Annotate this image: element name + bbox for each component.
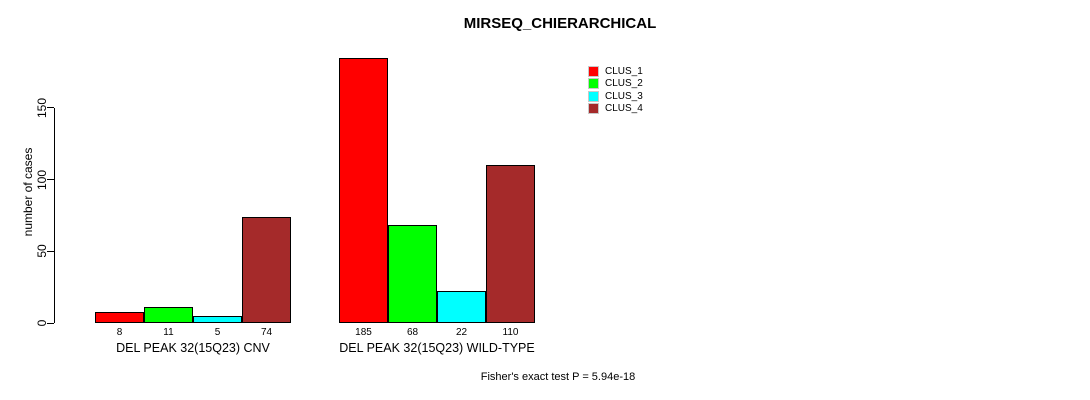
y-tick-label: 100	[35, 169, 49, 190]
legend-swatch-icon	[588, 90, 599, 102]
legend-label: CLUS_1	[605, 66, 643, 77]
bar-value-label: 110	[502, 327, 519, 338]
bar-clus_2-group2	[388, 225, 437, 323]
legend-swatch-icon	[588, 78, 599, 90]
y-axis-line	[54, 108, 55, 323]
bar-clus_1-group2	[339, 58, 388, 323]
bar-value-label: 22	[455, 327, 468, 338]
bar-clus_1-group1	[95, 312, 144, 323]
bar-value-label: 68	[406, 327, 419, 338]
y-axis-label: number of cases	[21, 147, 35, 237]
y-tick-mark	[47, 179, 54, 180]
y-tick-label: 150	[35, 97, 49, 118]
bar-clus_3-group2	[437, 291, 486, 323]
legend-swatch-icon	[588, 103, 599, 115]
bar-value-label: 185	[355, 327, 372, 338]
bar-value-label: 5	[214, 327, 221, 338]
y-tick-mark	[47, 107, 54, 109]
bar-value-label: 11	[163, 327, 174, 338]
legend-label: CLUS_3	[605, 90, 643, 102]
legend-label: CLUS_2	[605, 78, 643, 90]
stat-test-annotation: Fisher's exact test P = 5.94e-18	[480, 371, 636, 383]
y-tick-mark	[47, 250, 54, 252]
y-tick-mark	[47, 322, 54, 324]
group-label: DEL PEAK 32(15Q23) CNV	[116, 341, 270, 355]
chart-title: MIRSEQ_CHIERARCHICAL	[463, 15, 657, 32]
legend-swatch-icon	[588, 66, 599, 77]
bar-value-label: 74	[260, 327, 273, 338]
bar-clus_3-group1	[193, 316, 242, 323]
y-tick-label: 50	[35, 244, 49, 258]
bar-clus_4-group1	[242, 217, 291, 323]
bar-clus_4-group2	[486, 165, 535, 323]
y-tick-label: 0	[35, 319, 49, 327]
legend-label: CLUS_4	[605, 103, 643, 115]
bar-clus_2-group1	[144, 307, 193, 323]
bar-value-label: 8	[116, 327, 123, 338]
group-label: DEL PEAK 32(15Q23) WILD-TYPE	[339, 341, 535, 355]
